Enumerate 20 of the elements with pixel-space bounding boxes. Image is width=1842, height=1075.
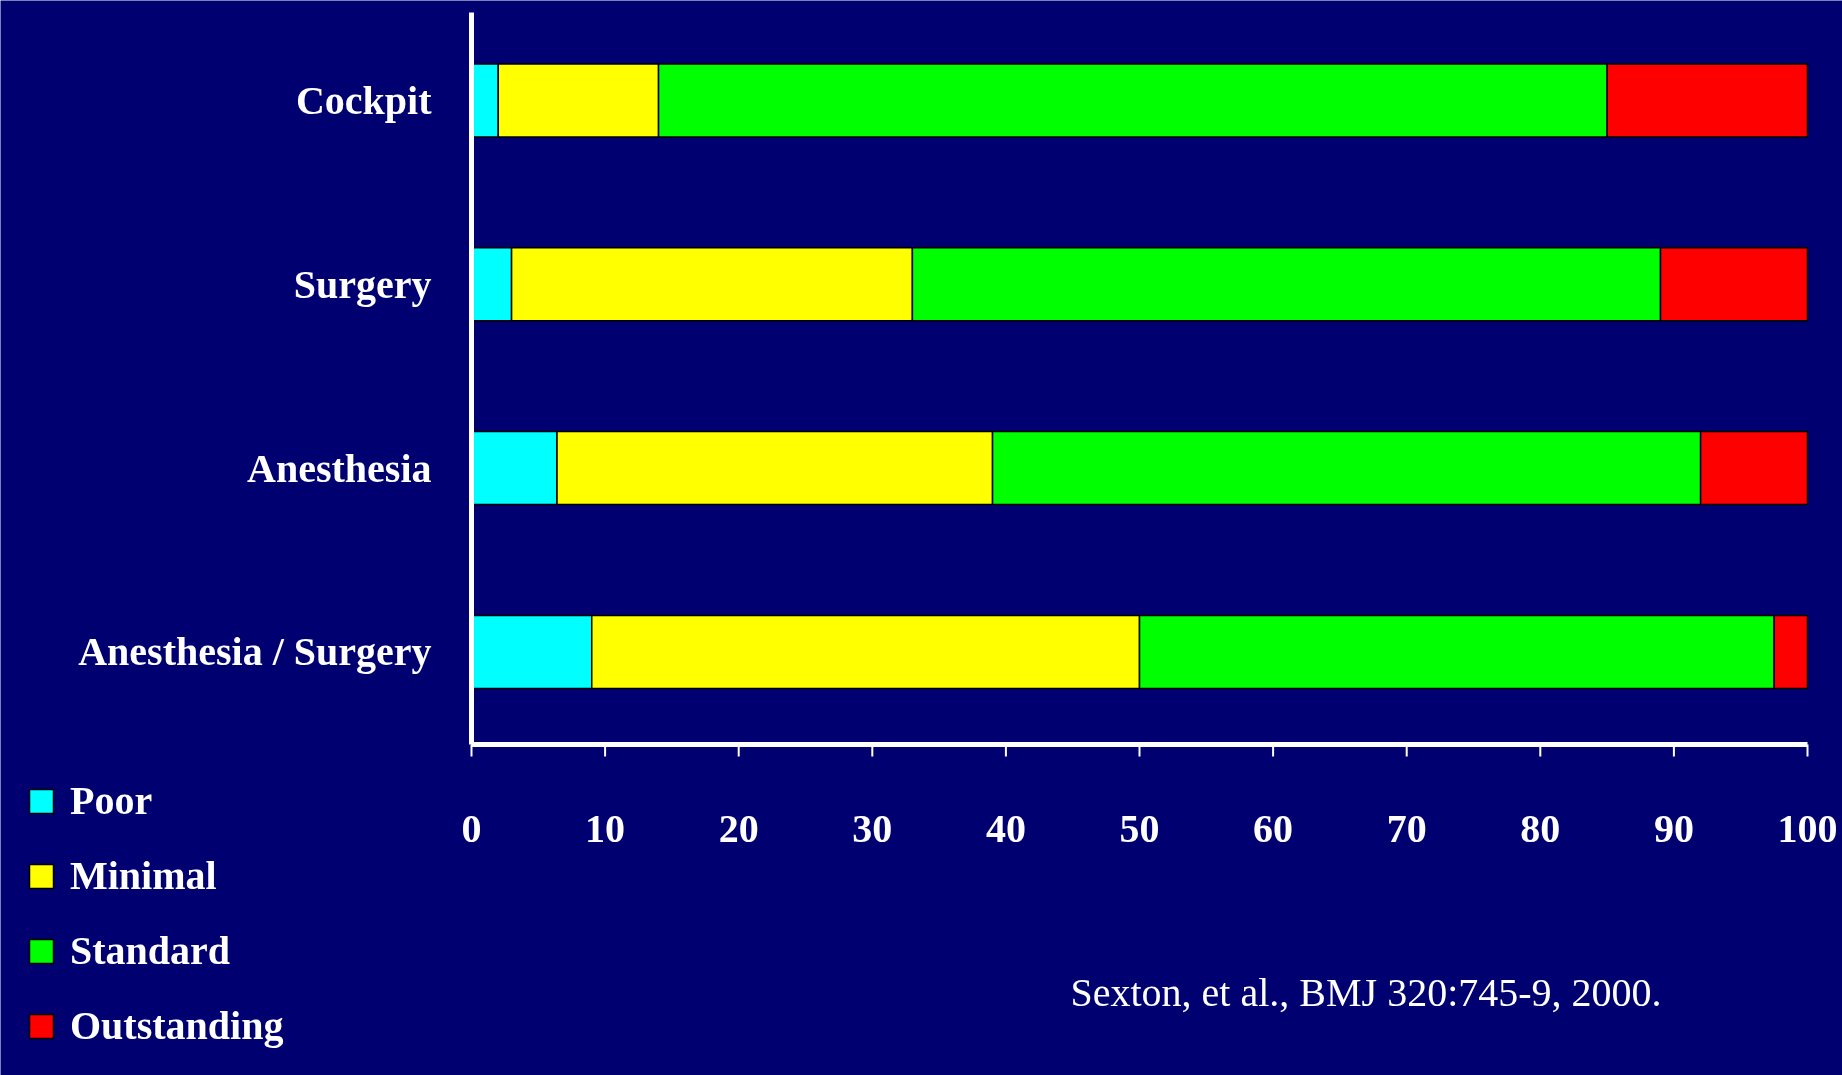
- legend-label: Standard: [70, 927, 231, 974]
- x-tick-label: 30: [852, 805, 893, 851]
- x-tick-label: 20: [718, 805, 759, 851]
- legend-label: Minimal: [70, 852, 217, 899]
- legend-label: Outstanding: [70, 1002, 284, 1049]
- x-tick-label: 90: [1653, 805, 1694, 851]
- x-tick-label: 0: [461, 805, 482, 851]
- y-tick-label: Cockpit: [295, 78, 433, 123]
- x-tick-label: 40: [985, 805, 1026, 851]
- x-tick-label: 100: [1777, 805, 1838, 851]
- x-tick-label: 50: [1119, 805, 1160, 851]
- y-tick-label: Surgery: [293, 261, 432, 307]
- x-tick-label: 70: [1386, 805, 1427, 851]
- x-tick-label: 60: [1253, 805, 1294, 851]
- x-tick-label: 80: [1520, 805, 1561, 851]
- y-tick-label: Anesthesia: [247, 445, 432, 491]
- x-tick-label: 10: [585, 805, 626, 851]
- y-tick-label: Anesthesia / Surgery: [78, 629, 432, 675]
- legend-label: Poor: [70, 777, 153, 824]
- text: Sexton, et al., BMJ 320:745-9, 2000.: [1070, 970, 1662, 1015]
